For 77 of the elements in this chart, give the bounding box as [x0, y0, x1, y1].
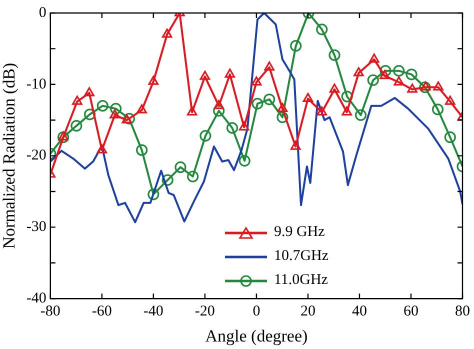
x-tick-label: 60	[403, 304, 418, 320]
point	[214, 100, 224, 110]
point	[316, 106, 327, 116]
point	[420, 81, 431, 91]
x-tick-label: 40	[352, 304, 367, 320]
x-tick-label: 20	[300, 304, 316, 320]
y-axis-title: Normalized Radiation (dB)	[0, 62, 19, 249]
point	[148, 76, 159, 85]
legend-label: 9.9 GHz	[274, 224, 325, 242]
point	[419, 81, 431, 94]
point	[276, 111, 288, 124]
point	[136, 104, 147, 114]
point	[174, 161, 186, 174]
legend-label: 10.7GHz	[274, 248, 329, 266]
y-tick-label: -30	[26, 219, 46, 236]
point	[224, 68, 236, 78]
x-tick-label: -60	[92, 304, 112, 320]
point	[251, 76, 262, 86]
point	[328, 49, 340, 61]
x-tick-label: 80	[455, 304, 470, 320]
point	[354, 109, 367, 121]
point	[200, 70, 210, 80]
point	[57, 131, 70, 144]
point	[96, 144, 108, 154]
point	[70, 120, 82, 132]
point	[238, 155, 250, 167]
point	[290, 140, 301, 150]
point	[84, 108, 96, 120]
point	[432, 104, 444, 116]
point	[406, 68, 418, 80]
point	[96, 100, 108, 112]
point	[186, 106, 198, 116]
x-axis-title: Angle (degree)	[205, 326, 308, 346]
point	[264, 94, 276, 106]
x-tick-label: -40	[143, 304, 164, 320]
point	[213, 105, 225, 117]
point	[162, 174, 174, 186]
point	[329, 84, 340, 93]
point	[58, 131, 68, 141]
point	[290, 40, 302, 52]
point	[394, 76, 404, 86]
point	[200, 130, 212, 142]
point	[354, 67, 364, 76]
point	[407, 84, 418, 93]
point	[369, 54, 380, 63]
point	[444, 131, 456, 144]
legend-label: 11.0GHz	[274, 272, 328, 290]
point	[380, 65, 392, 77]
point	[264, 61, 274, 71]
point	[380, 70, 390, 80]
point	[123, 112, 136, 124]
point	[72, 96, 82, 105]
point	[136, 144, 148, 156]
point	[162, 28, 172, 38]
point	[393, 65, 405, 77]
point	[238, 121, 250, 131]
x-tick-label: 0	[252, 304, 260, 320]
point	[226, 122, 238, 134]
point	[367, 74, 379, 86]
y-tick-label: 0	[38, 4, 46, 21]
point	[84, 87, 94, 96]
point	[277, 102, 288, 112]
point	[342, 106, 352, 116]
point	[302, 92, 314, 102]
point	[110, 109, 120, 118]
point	[122, 114, 132, 124]
x-tick-label: -20	[194, 304, 215, 320]
point	[341, 90, 353, 102]
point	[148, 188, 160, 200]
point	[187, 170, 199, 182]
point	[445, 96, 456, 105]
point	[110, 102, 122, 114]
point	[252, 98, 264, 110]
point	[316, 24, 328, 36]
point	[433, 81, 444, 91]
y-tick-label: -20	[26, 148, 46, 164]
y-tick-label: -10	[26, 76, 46, 92]
